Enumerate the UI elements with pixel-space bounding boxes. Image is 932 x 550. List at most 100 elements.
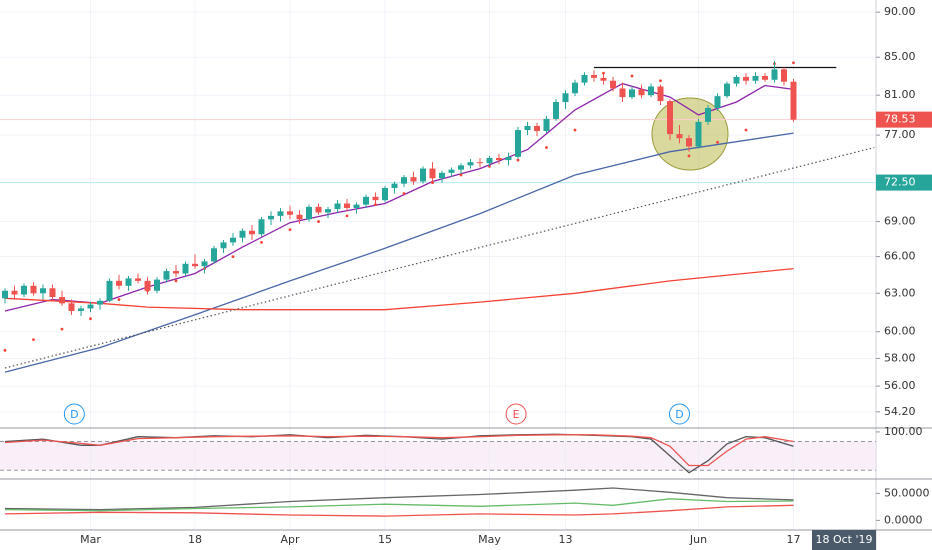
candle-body — [49, 288, 56, 298]
line — [4, 504, 794, 517]
candle-body — [258, 219, 265, 235]
event-marker — [505, 403, 527, 425]
x-tick-label: May — [478, 533, 501, 546]
candle-body — [173, 271, 179, 274]
event-marker — [669, 403, 690, 425]
sar-dot — [260, 241, 263, 244]
y-tick-label: 100.00 — [884, 425, 923, 438]
sar-dot — [792, 61, 795, 65]
candle-body — [201, 261, 208, 267]
y-tick-label: 60.00 — [884, 325, 916, 338]
sar-dot — [459, 173, 463, 177]
y-tick-label: 58.00 — [884, 351, 916, 364]
candle-body — [629, 89, 635, 98]
date-box — [812, 530, 876, 550]
last_price-label: 78.53 — [884, 113, 916, 126]
x-tick-label: Mar — [80, 533, 101, 546]
sar-dot — [602, 71, 605, 75]
candle-body — [591, 75, 597, 78]
sar-dot — [288, 228, 292, 232]
x-tick-label: 17 — [787, 533, 801, 546]
candle-body — [30, 285, 37, 294]
date-label: 18 Oct '19 — [815, 533, 872, 546]
candle-body — [125, 278, 132, 286]
candle-body — [21, 285, 27, 295]
candle-body — [477, 162, 483, 164]
sar-dot — [89, 317, 92, 321]
x-tick-label: 18 — [188, 533, 202, 546]
candle-body — [401, 177, 407, 184]
y-tick-label: 54.20 — [884, 405, 916, 418]
sar-dot — [516, 158, 520, 162]
candle-body — [325, 209, 331, 213]
event-marker — [63, 403, 85, 425]
candle-body — [667, 101, 673, 135]
band — [0, 441, 876, 471]
candle-body — [68, 303, 75, 311]
sar-dot — [659, 79, 662, 83]
candle-body — [486, 157, 493, 164]
sar-dot — [744, 128, 748, 132]
line — [4, 267, 794, 311]
candle-body — [610, 80, 616, 89]
y-tick-label: 0.0000 — [884, 513, 923, 526]
candle-body — [695, 121, 702, 147]
candle-body — [220, 242, 227, 249]
sar-dot — [716, 140, 719, 144]
y-tick-label: 85.00 — [884, 50, 916, 63]
candle-body — [714, 96, 721, 108]
candle-body — [2, 290, 8, 299]
sar-dot — [60, 327, 64, 331]
y-tick-label: 69.00 — [884, 215, 916, 228]
candle-body — [439, 172, 445, 179]
candle-body — [11, 290, 18, 295]
sar-dot — [32, 338, 35, 342]
candle-body — [277, 211, 284, 216]
candle-body — [686, 138, 692, 147]
candle-body — [315, 206, 322, 213]
candle-body — [287, 211, 293, 215]
candle-body — [116, 280, 122, 286]
candle-body — [78, 308, 84, 311]
candle-body — [448, 169, 455, 173]
line — [4, 487, 794, 511]
candle-body — [410, 177, 417, 182]
candle-body — [372, 196, 379, 201]
candle-body — [572, 82, 578, 94]
x-tick-label: 15 — [378, 533, 392, 546]
candle-body — [296, 214, 303, 220]
sar-dot — [117, 298, 121, 301]
candle-body — [724, 83, 730, 97]
last_price-box — [876, 111, 932, 128]
candle-body — [524, 125, 531, 131]
candle-body — [648, 86, 654, 96]
candle-body — [733, 76, 740, 84]
sar-dot — [630, 74, 634, 78]
candle-body — [239, 230, 246, 238]
candle-body — [230, 237, 236, 243]
candle-body — [600, 77, 607, 81]
candle-body — [657, 86, 664, 102]
sar-dot — [231, 255, 235, 259]
sar-dot — [488, 165, 491, 168]
candle-body — [106, 280, 113, 301]
candle-body — [268, 215, 274, 220]
event-label: D — [675, 408, 683, 421]
candle-body — [543, 118, 550, 132]
level-label: 72.50 — [884, 176, 916, 189]
candle-body — [182, 263, 189, 274]
candle-body — [429, 168, 436, 179]
candle-body — [154, 279, 160, 291]
candle-body — [163, 271, 170, 280]
sar-dot — [402, 192, 406, 195]
candle-body — [363, 196, 369, 205]
y-tick-label: 81.00 — [884, 88, 916, 101]
candle-body — [382, 188, 388, 201]
candle-body — [391, 183, 398, 189]
candle-body — [458, 165, 464, 170]
candle-body — [496, 157, 502, 161]
y-tick-label: 77.00 — [884, 128, 916, 141]
candle-body — [790, 81, 797, 120]
y-tick-label: 63.00 — [884, 286, 916, 299]
candle-body — [638, 89, 645, 96]
